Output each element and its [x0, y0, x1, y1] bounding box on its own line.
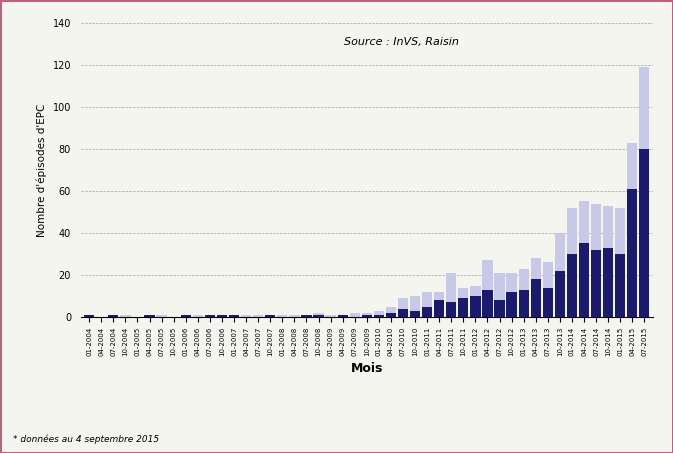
Y-axis label: Nombre d'épisodes d'EPC: Nombre d'épisodes d'EPC — [36, 103, 47, 236]
Bar — [265, 315, 275, 317]
Bar — [567, 254, 577, 317]
Bar — [603, 206, 613, 317]
Bar — [386, 313, 396, 317]
Bar — [627, 143, 637, 317]
Bar — [422, 307, 432, 317]
Bar — [446, 273, 456, 317]
Bar — [205, 315, 215, 317]
Bar — [542, 288, 553, 317]
Bar — [205, 315, 215, 317]
Bar — [627, 189, 637, 317]
Bar — [458, 298, 468, 317]
Bar — [530, 258, 541, 317]
Bar — [108, 315, 118, 317]
Bar — [483, 290, 493, 317]
Bar — [192, 315, 203, 317]
Bar — [434, 300, 444, 317]
Bar — [374, 311, 384, 317]
Bar — [229, 315, 239, 317]
Bar — [507, 273, 517, 317]
Bar — [591, 203, 601, 317]
Bar — [519, 269, 529, 317]
Bar — [483, 260, 493, 317]
Bar — [217, 315, 227, 317]
Bar — [410, 296, 420, 317]
Bar — [277, 315, 287, 317]
Bar — [314, 313, 324, 317]
Bar — [145, 315, 155, 317]
Bar — [542, 262, 553, 317]
Bar — [615, 254, 625, 317]
Bar — [84, 315, 94, 317]
Bar — [265, 315, 275, 317]
Text: * données au 4 septembre 2015: * données au 4 septembre 2015 — [13, 434, 160, 444]
Bar — [338, 315, 348, 317]
Bar — [180, 315, 191, 317]
Bar — [446, 303, 456, 317]
Bar — [180, 315, 191, 317]
Bar — [555, 233, 565, 317]
Bar — [567, 208, 577, 317]
Bar — [314, 315, 324, 317]
Bar — [229, 315, 239, 317]
Text: Source : InVS, Raisin: Source : InVS, Raisin — [344, 38, 458, 48]
Bar — [591, 250, 601, 317]
Bar — [470, 296, 481, 317]
Bar — [374, 315, 384, 317]
Bar — [361, 315, 372, 317]
Bar — [519, 290, 529, 317]
Bar — [386, 307, 396, 317]
Bar — [470, 285, 481, 317]
X-axis label: Mois: Mois — [351, 362, 383, 375]
Bar — [434, 292, 444, 317]
Bar — [217, 315, 227, 317]
Bar — [253, 315, 263, 317]
Bar — [289, 315, 299, 317]
Bar — [639, 67, 649, 317]
Bar — [603, 248, 613, 317]
Bar — [530, 279, 541, 317]
Bar — [241, 315, 251, 317]
Bar — [579, 202, 589, 317]
Bar — [398, 308, 408, 317]
Bar — [639, 149, 649, 317]
Bar — [157, 315, 167, 317]
Bar — [145, 315, 155, 317]
Bar — [507, 292, 517, 317]
Bar — [338, 315, 348, 317]
Bar — [422, 292, 432, 317]
Bar — [326, 315, 336, 317]
Bar — [120, 315, 131, 317]
Bar — [410, 311, 420, 317]
Bar — [398, 298, 408, 317]
Bar — [555, 271, 565, 317]
Bar — [495, 300, 505, 317]
Bar — [84, 315, 94, 317]
Bar — [108, 315, 118, 317]
Bar — [302, 315, 312, 317]
Bar — [458, 288, 468, 317]
Bar — [349, 313, 360, 317]
Bar — [579, 244, 589, 317]
Bar — [615, 208, 625, 317]
Bar — [361, 313, 372, 317]
Bar — [302, 315, 312, 317]
Bar — [495, 273, 505, 317]
